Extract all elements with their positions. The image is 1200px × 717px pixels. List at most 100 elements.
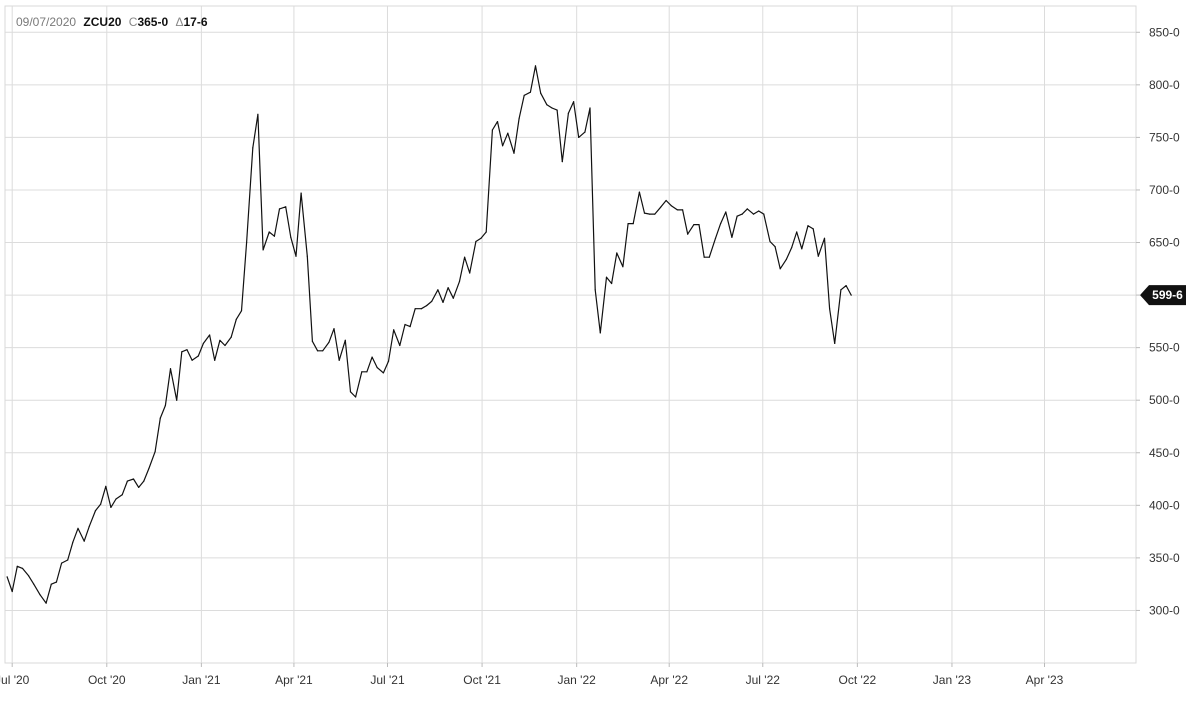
data-point [143, 480, 145, 482]
data-point [834, 342, 836, 344]
data-point [240, 310, 243, 312]
data-point [138, 486, 140, 488]
data-point [214, 359, 216, 361]
x-tick-label: Apr '23 [1026, 673, 1064, 687]
data-point [50, 583, 52, 585]
data-point [779, 268, 781, 270]
data-point [349, 391, 352, 393]
legend-symbol: ZCU20 [83, 15, 122, 29]
data-point [28, 575, 30, 577]
data-point [169, 368, 172, 370]
legend-change-label: Δ [175, 15, 184, 29]
data-point [186, 349, 188, 351]
data-point [551, 107, 553, 109]
data-point [785, 258, 788, 260]
vertical-gridlines [11, 6, 1045, 663]
x-tick-label: Jan '23 [933, 673, 972, 687]
data-point [693, 224, 695, 226]
x-tick-label: Oct '21 [463, 673, 501, 687]
chart-legend: 09/07/2020 ZCU20 C365-0 Δ17-6 [16, 15, 208, 29]
data-point [164, 404, 166, 407]
data-point [703, 256, 705, 258]
legend-change-value: 17-6 [183, 15, 208, 29]
y-tick-label: 450-0 [1149, 446, 1180, 460]
data-point [578, 136, 580, 138]
data-point [546, 104, 548, 106]
data-point [469, 272, 471, 274]
data-point [16, 565, 18, 567]
data-point [812, 228, 814, 230]
data-point [437, 289, 439, 291]
data-point [741, 213, 743, 215]
legend-close-label: C [128, 15, 138, 29]
x-tick-label: Jul '22 [746, 673, 781, 687]
data-point [791, 247, 793, 249]
data-point [611, 282, 613, 285]
data-point [632, 223, 634, 225]
data-point [442, 301, 444, 303]
data-point [502, 145, 504, 147]
data-point [154, 451, 156, 453]
data-point [55, 581, 58, 583]
data-point [361, 371, 363, 373]
data-point [306, 255, 308, 257]
data-point [518, 117, 520, 120]
data-point [404, 323, 406, 326]
data-point [638, 191, 641, 193]
horizontal-gridlines [5, 31, 1136, 611]
data-point [845, 285, 847, 287]
data-point [409, 326, 411, 328]
y-tick-label: 850-0 [1149, 25, 1180, 39]
last-value-badge: 599-6 [1140, 285, 1186, 306]
data-point [464, 256, 466, 258]
data-point [371, 356, 373, 358]
data-point [573, 101, 575, 103]
data-point [278, 208, 281, 210]
data-point [61, 562, 63, 564]
data-point [230, 336, 232, 338]
y-tick-label: 350-0 [1149, 551, 1180, 565]
data-point [682, 209, 684, 211]
data-point [567, 112, 570, 114]
data-point [300, 192, 302, 194]
data-point [829, 308, 831, 310]
data-point [202, 342, 204, 344]
data-point [475, 240, 477, 243]
data-point [328, 341, 330, 343]
data-point [480, 237, 482, 239]
data-point [485, 231, 487, 233]
data-point [584, 131, 586, 133]
data-point [746, 208, 748, 210]
data-point [45, 602, 47, 604]
data-point [758, 210, 760, 212]
data-point [523, 94, 525, 96]
data-point [285, 206, 287, 208]
data-point [317, 350, 319, 352]
data-point [197, 355, 199, 357]
data-point [763, 213, 765, 215]
x-tick-label: Oct '20 [88, 673, 126, 687]
y-tick-label: 650-0 [1149, 236, 1180, 250]
data-point [338, 359, 340, 361]
data-point [295, 255, 297, 257]
data-point [720, 223, 722, 225]
data-point [458, 280, 461, 282]
data-point [77, 527, 79, 530]
data-point [88, 525, 90, 527]
data-point [83, 540, 85, 542]
data-point [333, 328, 335, 330]
data-point [366, 371, 368, 373]
data-point [431, 300, 433, 302]
data-point [6, 576, 8, 578]
data-point [100, 503, 102, 505]
data-point [529, 91, 532, 93]
data-point [159, 417, 161, 419]
data-point [126, 480, 128, 482]
data-point [414, 308, 416, 310]
data-point [387, 360, 390, 362]
data-point [594, 289, 596, 291]
data-point [33, 583, 35, 585]
data-point [725, 211, 727, 213]
data-point [660, 206, 662, 208]
data-point [556, 109, 558, 111]
